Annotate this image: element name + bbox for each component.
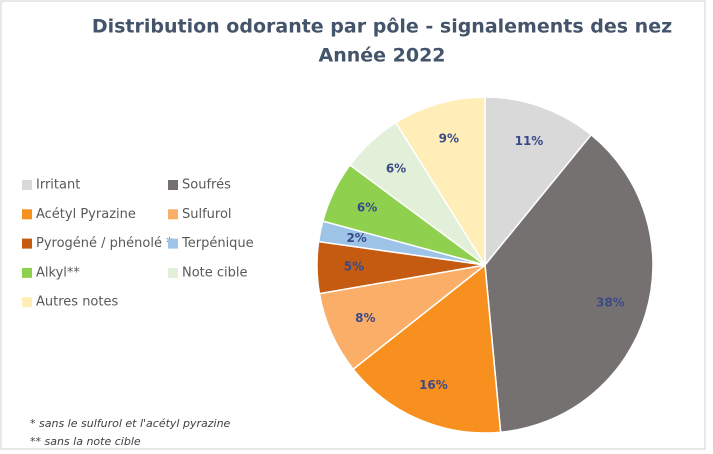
chart-subtitle: Année 2022 (318, 45, 445, 67)
data-label: 2% (346, 231, 366, 245)
pie-slice (484, 96, 593, 268)
legend-swatch (22, 267, 32, 278)
data-label: 6% (386, 161, 406, 175)
data-label: 6% (357, 200, 377, 214)
legend-swatch (168, 180, 178, 190)
pie-slice (394, 96, 486, 268)
pie-slice (352, 263, 502, 434)
legend-swatch (168, 238, 178, 249)
legend-swatch (22, 209, 32, 220)
legend-label: Alkyl** (36, 265, 80, 280)
legend-label: Irritant (36, 178, 80, 193)
legend-label: Pyrogéné / phénolé * (36, 236, 173, 251)
data-label: 38% (596, 296, 625, 310)
legend-swatch (22, 297, 32, 308)
legend-swatch (168, 267, 178, 278)
legend-label: Note cible (182, 265, 248, 280)
data-label: 9% (439, 132, 459, 146)
legend-label: Acétyl Pyrazine (36, 207, 136, 222)
legend-swatch (22, 238, 32, 249)
data-label: 8% (355, 311, 375, 325)
pie-slice (484, 133, 654, 434)
legend-label: Sulfurol (182, 207, 232, 222)
data-label: 5% (344, 260, 364, 274)
legend-label: Soufrés (182, 178, 231, 193)
data-label: 11% (515, 134, 544, 148)
chart-title: Distribution odorante par pôle - signale… (92, 16, 672, 38)
legend-label: Terpénique (181, 236, 254, 251)
legend-label: Autres notes (36, 295, 118, 310)
footnote: ** sans la note cible (30, 435, 141, 448)
data-label: 16% (419, 378, 448, 392)
footnote: * sans le sulfurol et l'acétyl pyrazine (30, 417, 231, 430)
legend-swatch (22, 180, 32, 190)
legend-swatch (168, 209, 178, 220)
